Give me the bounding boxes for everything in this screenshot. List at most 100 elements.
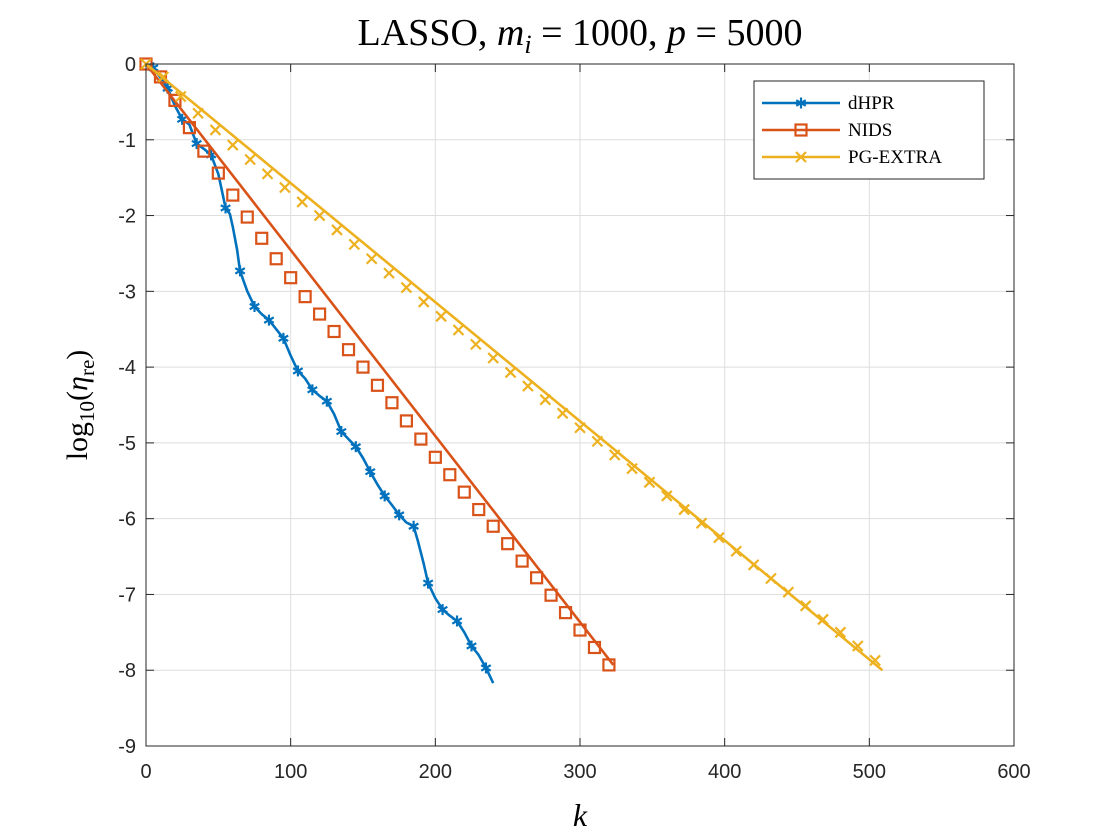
data-point-pg-extra <box>487 352 499 364</box>
x-tick-label: 400 <box>708 761 741 783</box>
legend: dHPR NIDS PG-EXTRA <box>753 80 985 180</box>
data-point-pg-extra <box>661 490 673 502</box>
series-nids <box>139 57 616 672</box>
data-point-pg-extra <box>470 338 482 351</box>
legend-marker-pg-extra <box>795 151 807 163</box>
data-point-nids <box>313 307 327 321</box>
x-tick-label: 100 <box>274 761 307 783</box>
data-point-nids <box>457 485 471 499</box>
data-point-nids <box>501 537 515 551</box>
data-point-pg-extra <box>296 196 309 208</box>
data-point-pg-extra <box>713 531 725 544</box>
data-point-nids <box>153 70 168 84</box>
data-point-nids <box>399 414 413 428</box>
data-point-nids <box>486 519 500 533</box>
data-point-dhpr <box>422 577 434 589</box>
data-point-nids <box>269 252 283 266</box>
data-point-dhpr <box>408 520 419 532</box>
y-tick-label: -3 <box>118 281 136 303</box>
data-point-dhpr <box>234 265 246 277</box>
data-point-dhpr <box>335 426 347 438</box>
data-point-pg-extra <box>608 449 621 461</box>
data-point-dhpr <box>307 384 318 396</box>
data-point-pg-extra <box>730 545 743 558</box>
data-point-pg-extra <box>365 252 378 265</box>
x-tick-label: 0 <box>140 761 151 783</box>
data-point-dhpr <box>292 365 304 377</box>
data-point-pg-extra <box>174 90 187 103</box>
y-tick-label: -2 <box>118 206 136 228</box>
data-point-pg-extra <box>626 462 638 475</box>
y-tick-label: -5 <box>118 433 136 455</box>
data-point-pg-extra <box>313 209 326 222</box>
data-point-nids <box>544 588 558 602</box>
data-point-pg-extra <box>765 572 777 585</box>
data-point-nids <box>414 432 428 446</box>
y-tick-label: -8 <box>118 660 136 682</box>
y-axis-label: log10(ηre) <box>61 350 99 461</box>
data-point-dhpr <box>379 490 391 502</box>
data-point-pg-extra <box>539 393 552 406</box>
data-point-nids <box>428 450 442 464</box>
data-point-pg-extra <box>331 224 343 236</box>
data-point-pg-extra <box>157 71 170 83</box>
data-point-nids <box>356 360 370 374</box>
legend-entries: dHPR NIDS PG-EXTRA <box>762 93 942 168</box>
data-point-nids <box>573 623 587 637</box>
series-line-pg-extra <box>145 62 884 672</box>
data-point-dhpr <box>437 604 448 616</box>
data-point-pg-extra <box>417 296 430 308</box>
data-point-nids <box>284 271 298 285</box>
data-point-pg-extra <box>383 267 395 279</box>
x-tick-label: 600 <box>997 761 1030 783</box>
data-point-pg-extra <box>348 238 361 251</box>
data-point-pg-extra <box>452 324 465 336</box>
data-point-pg-extra <box>279 181 291 194</box>
data-point-nids <box>182 121 196 135</box>
chart-title: LASSO, mi = 1000, p = 5000 <box>358 12 803 59</box>
x-tick-label: 200 <box>419 761 452 783</box>
y-tick-label: 0 <box>125 54 136 76</box>
data-point-nids <box>587 640 602 655</box>
legend-marker-nids <box>794 123 808 137</box>
data-point-dhpr <box>220 202 231 214</box>
data-point-pg-extra <box>695 517 708 529</box>
data-point-pg-extra <box>817 613 829 626</box>
data-point-dhpr <box>350 441 362 453</box>
data-point-nids <box>443 468 457 482</box>
data-point-pg-extra <box>400 281 413 294</box>
y-tick-label: -1 <box>118 130 136 152</box>
data-point-nids <box>298 290 312 304</box>
data-point-dhpr <box>364 466 376 478</box>
ticks: 0 100 200 300 400 500 600 0 -1 -2 -3 -4 -5 -6 -7 -8 -9 <box>118 54 1030 783</box>
legend-entry-pg-extra: PG-EXTRA <box>762 147 942 168</box>
data-point-pg-extra <box>261 168 274 180</box>
data-point-nids <box>226 188 240 202</box>
legend-entry-dhpr: dHPR <box>762 93 895 114</box>
series-layer <box>139 57 884 684</box>
data-point-pg-extra <box>851 640 864 652</box>
data-point-pg-extra <box>747 559 760 571</box>
series-line-nids <box>144 63 615 666</box>
data-point-pg-extra <box>209 124 222 136</box>
data-point-dhpr <box>480 662 492 674</box>
data-point-dhpr <box>466 640 477 652</box>
legend-label-pg-extra: PG-EXTRA <box>848 147 942 168</box>
data-point-nids <box>168 93 182 107</box>
data-point-pg-extra <box>591 435 604 448</box>
y-tick-label: -7 <box>118 584 136 606</box>
data-point-pg-extra <box>244 153 256 166</box>
legend-label-nids: NIDS <box>848 120 892 141</box>
data-point-nids <box>602 658 616 672</box>
data-point-nids <box>341 343 356 357</box>
data-point-pg-extra <box>227 139 239 151</box>
data-point-dhpr <box>263 314 275 326</box>
data-point-nids <box>211 166 225 180</box>
data-point-pg-extra <box>192 107 204 120</box>
data-point-nids <box>558 606 573 620</box>
data-point-dhpr <box>278 332 289 344</box>
x-tick-label: 300 <box>563 761 596 783</box>
data-point-pg-extra <box>782 586 795 598</box>
y-tick-label: -4 <box>118 357 136 379</box>
